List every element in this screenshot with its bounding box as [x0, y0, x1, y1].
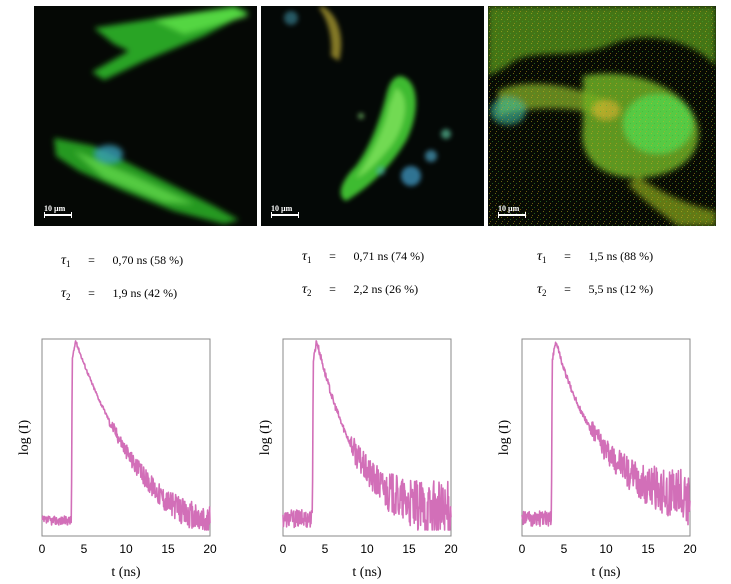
scale-bar-label: 10 µm [44, 204, 66, 213]
x-tick-label: 5 [322, 542, 329, 556]
tau1-line: τ1 = 0,70 ns (58 %) [61, 253, 183, 269]
tau-value: 5,5 ns (12 %) [588, 282, 654, 296]
y-axis-label: log (I) [497, 419, 512, 455]
scale-bar-label: 10 µm [271, 204, 293, 213]
tau2-line: τ2 = 2,2 ns (26 %) [302, 282, 418, 298]
scale-bar-line [44, 212, 72, 218]
micrograph-3-image [488, 6, 716, 226]
x-tick-label: 20 [203, 542, 217, 556]
y-axis-label: log (I) [258, 419, 273, 455]
decay-plot-2: 0 5 10 15 20 t (ns) log (I) [258, 338, 458, 580]
tau-subscript: 1 [307, 255, 312, 265]
micrograph-1-image [34, 6, 257, 226]
micrograph-2-image [261, 6, 484, 226]
tau2-line: τ2 = 1,9 ns (42 %) [61, 286, 177, 302]
equals-sign: = [564, 249, 571, 263]
x-tick-label: 10 [360, 542, 374, 556]
x-tick-label: 5 [561, 542, 568, 556]
tau-value: 2,2 ns (26 %) [353, 282, 419, 296]
tau-symbol: τ [537, 282, 543, 297]
equals-sign: = [564, 282, 571, 296]
decay-plot-3: 0 5 10 15 20 t (ns) log (I) [497, 338, 697, 580]
scale-bar-line [271, 212, 299, 218]
x-tick-label: 10 [119, 542, 133, 556]
x-tick-label: 20 [683, 542, 697, 556]
x-tick-label: 0 [280, 542, 287, 556]
decay-curve [41, 340, 211, 531]
x-axis-label: t (ns) [591, 565, 621, 580]
x-tick-label: 15 [161, 542, 175, 556]
tau-symbol: τ [302, 249, 308, 264]
tau-symbol: τ [61, 286, 67, 301]
decay-curve [282, 340, 452, 531]
decay-curve [521, 341, 691, 527]
y-axis-label: log (I) [17, 419, 32, 455]
tau-symbol: τ [537, 249, 543, 264]
micrograph-3: 10 µm [488, 6, 716, 226]
scale-bar: 10 µm [44, 204, 72, 218]
tau-subscript: 2 [66, 292, 71, 302]
tau-value: 1,9 ns (42 %) [112, 286, 178, 300]
scale-bar-line [498, 212, 526, 218]
tau-symbol: τ [61, 253, 67, 268]
equals-sign: = [88, 286, 95, 300]
decay-plot-1: 0 5 10 15 20 t (ns) log (I) [17, 338, 217, 580]
micrograph-2: 10 µm [261, 6, 484, 226]
tau-subscript: 2 [307, 288, 312, 298]
tau-value: 0,70 ns (58 %) [112, 253, 184, 267]
equals-sign: = [329, 249, 336, 263]
tau2-line: τ2 = 5,5 ns (12 %) [537, 282, 653, 298]
x-tick-label: 15 [402, 542, 416, 556]
x-tick-label: 0 [519, 542, 526, 556]
tau-symbol: τ [302, 282, 308, 297]
x-tick-label: 15 [641, 542, 655, 556]
tau1-line: τ1 = 1,5 ns (88 %) [537, 249, 653, 265]
x-tick-label: 5 [81, 542, 88, 556]
x-axis-label: t (ns) [352, 565, 382, 580]
tau-subscript: 1 [542, 255, 547, 265]
plot-frame [282, 338, 452, 537]
scale-bar-label: 10 µm [498, 204, 520, 213]
tau1-line: τ1 = 0,71 ns (74 %) [302, 249, 424, 265]
equals-sign: = [329, 282, 336, 296]
x-tick-label: 10 [599, 542, 613, 556]
scale-bar: 10 µm [498, 204, 526, 218]
x-tick-label: 20 [444, 542, 458, 556]
micrograph-1: 10 µm [34, 6, 257, 226]
tau-subscript: 2 [542, 288, 547, 298]
x-tick-label: 0 [39, 542, 46, 556]
scale-bar: 10 µm [271, 204, 299, 218]
equals-sign: = [88, 253, 95, 267]
x-axis-label: t (ns) [111, 565, 141, 580]
tau-subscript: 1 [66, 259, 71, 269]
tau-value: 1,5 ns (88 %) [588, 249, 654, 263]
tau-value: 0,71 ns (74 %) [353, 249, 425, 263]
